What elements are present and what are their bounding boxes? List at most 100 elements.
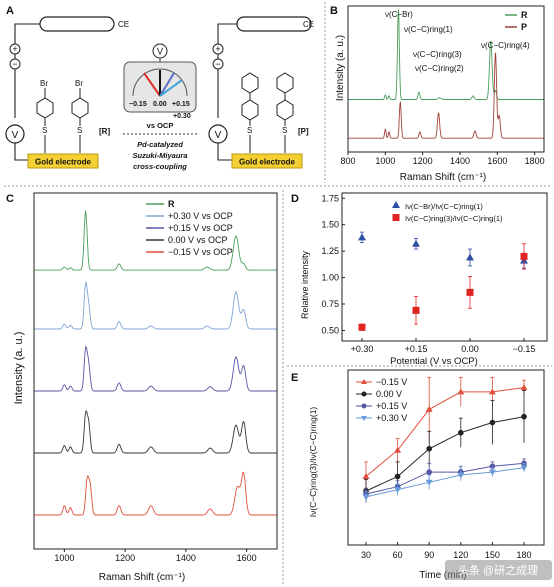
- plus-terminal-left: [9, 43, 21, 55]
- panel-d-letter: D: [291, 193, 299, 205]
- meter-value-neg: −0.15: [129, 101, 147, 108]
- e-point-1-5: [521, 413, 527, 420]
- panel-d-points: [358, 231, 528, 331]
- e-point-0-0: [362, 472, 370, 479]
- wire-left-top: [14, 23, 40, 118]
- meter-value-pos1: +0.15: [172, 101, 190, 108]
- xtick-label-3: 1600: [237, 553, 257, 563]
- panel-d: D Relative intensity Potential (V vs OCP…: [291, 192, 548, 367]
- e-point-3-0: [362, 494, 370, 501]
- panel-e-legend: −0.15 V 0.00 V +0.15 V +0.30 V: [356, 377, 407, 423]
- spectrum-1: [34, 280, 277, 330]
- meter-v-label: V: [157, 47, 163, 57]
- d-point-0-0: [358, 233, 366, 241]
- e-point-3-1: [394, 487, 402, 494]
- spectrum-4: [34, 471, 277, 516]
- spectrum-2: [34, 345, 277, 392]
- d-point-1-0: [358, 323, 366, 331]
- minus-label-right: −: [215, 59, 220, 69]
- wire-right-top: [217, 23, 237, 118]
- panel-e-legend-p30: +0.30 V: [376, 413, 407, 423]
- product-tag: [P]: [298, 127, 309, 136]
- e-point-0-5: [520, 384, 528, 390]
- e-point-1-3: [458, 429, 464, 436]
- panel-e-letter: E: [291, 372, 298, 384]
- panel-b-annotation-ring2: ν(C−C)ring(2): [415, 64, 464, 73]
- ce-label-left: CE: [118, 20, 129, 29]
- product-molecule-1: S: [241, 72, 259, 153]
- e-point-1-2: [426, 445, 433, 452]
- d-point-1-2: [466, 288, 474, 296]
- panel-e-frame: [347, 369, 545, 546]
- panel-b-legend-r: R: [521, 10, 528, 20]
- panel-d-xlabel: Potential (V vs OCP): [390, 356, 478, 367]
- minus-terminal-left: [9, 58, 21, 70]
- d-xtick-label-3: −0.15: [513, 344, 536, 354]
- xtick-label-1: 1000: [375, 156, 395, 166]
- d-xtick-label-0: +0.30: [351, 344, 374, 354]
- panel-b: B Intensity (a. u.) Raman Shift (cm⁻¹) 8…: [330, 5, 545, 183]
- panel-b-xlabel: Raman Shift (cm⁻¹): [400, 172, 486, 183]
- panel-b-frame: [347, 5, 545, 153]
- meter-arc: [132, 68, 188, 97]
- panel-c-xlabel: Raman Shift (cm⁻¹): [99, 572, 185, 583]
- panel-d-frame: [341, 192, 548, 342]
- panel-e-legend-0: 0.00 V: [376, 389, 402, 399]
- panel-c-frame: [33, 192, 278, 550]
- d-point-1-3: [520, 252, 528, 260]
- panel-e-legend-m15: −0.15 V: [376, 377, 407, 387]
- e-point-3-4: [488, 469, 496, 476]
- plus-label-left: +: [12, 44, 17, 54]
- watermark-box: [445, 560, 552, 580]
- panel-e-legend-marker-m15: [361, 379, 367, 384]
- e-line-3: [365, 467, 525, 498]
- panel-b-annotation-ring1: ν(C−C)ring(1): [404, 25, 453, 34]
- panel-c-spectra: [34, 209, 277, 516]
- reactant-tag: [R]: [99, 127, 110, 136]
- xtick-label-2: 1400: [176, 553, 196, 563]
- panel-b-legend-p: P: [521, 22, 527, 32]
- xtick-label-3: 1400: [450, 156, 470, 166]
- reactant-molecule-1: S Br: [36, 79, 54, 153]
- panel-d-ticks: 0.50 0.75 1.00 1.25 1.50 1.75 +0.30 +0.15 0.00 −0…: [321, 193, 535, 354]
- e-xtick-label-4: 150: [485, 550, 500, 560]
- xtick-label-0: 1000: [54, 553, 74, 563]
- watermark: 头条 @研之成理: [458, 563, 538, 577]
- e-xtick-label-1: 60: [393, 550, 403, 560]
- plus-terminal-right: [212, 43, 224, 55]
- bromine-label-1: Br: [40, 79, 48, 88]
- panel-e-xlabel: Time (min): [419, 570, 466, 581]
- d-ytick-label-3: 1.25: [321, 246, 339, 256]
- wire-right-bottom: [217, 143, 232, 161]
- panel-c-legend-p15: +0.15 V vs OCP: [168, 223, 233, 233]
- meter-needle-neg: [143, 72, 161, 97]
- panel-c-legend-0: 0.00 V vs OCP: [168, 235, 228, 245]
- panel-d-legend-triangle: [392, 201, 400, 208]
- e-point-0-1: [394, 446, 402, 453]
- e-line-0: [365, 387, 525, 477]
- bromine-label-2: Br: [75, 79, 83, 88]
- e-xtick-label-3: 120: [453, 550, 468, 560]
- spectrum-0: [348, 9, 544, 100]
- reaction-line-1: Pd-catalyzed: [137, 140, 183, 149]
- panel-e-ylabel: Iν(C−C)ring(3)/Iν(C−C)ring(1): [308, 407, 318, 518]
- d-xtick-label-2: 0.00: [461, 344, 479, 354]
- sulfur-label-1: S: [42, 126, 47, 135]
- meter-vs-ocp: vs OCP: [147, 121, 174, 130]
- reaction-line-3: cross-coupling: [133, 162, 187, 171]
- minus-label-left: −: [12, 59, 17, 69]
- reactant-molecule-2: S Br: [71, 79, 89, 153]
- gold-electrode-left: [27, 153, 99, 169]
- e-point-0-4: [488, 388, 496, 395]
- e-point-2-2: [426, 469, 433, 475]
- panel-c-ylabel: Intensity (a. u.): [13, 332, 25, 405]
- panel-e-legend-marker-p15: [361, 403, 367, 409]
- gold-electrode-right: [231, 153, 303, 169]
- xtick-label-4: 1600: [487, 156, 507, 166]
- panel-b-annotation-ring3: ν(C−C)ring(3): [413, 50, 462, 59]
- e-point-3-3: [457, 472, 465, 479]
- e-point-0-3: [457, 388, 465, 395]
- product-molecule-2: S: [276, 72, 294, 153]
- wire-left-bottom: [14, 143, 28, 161]
